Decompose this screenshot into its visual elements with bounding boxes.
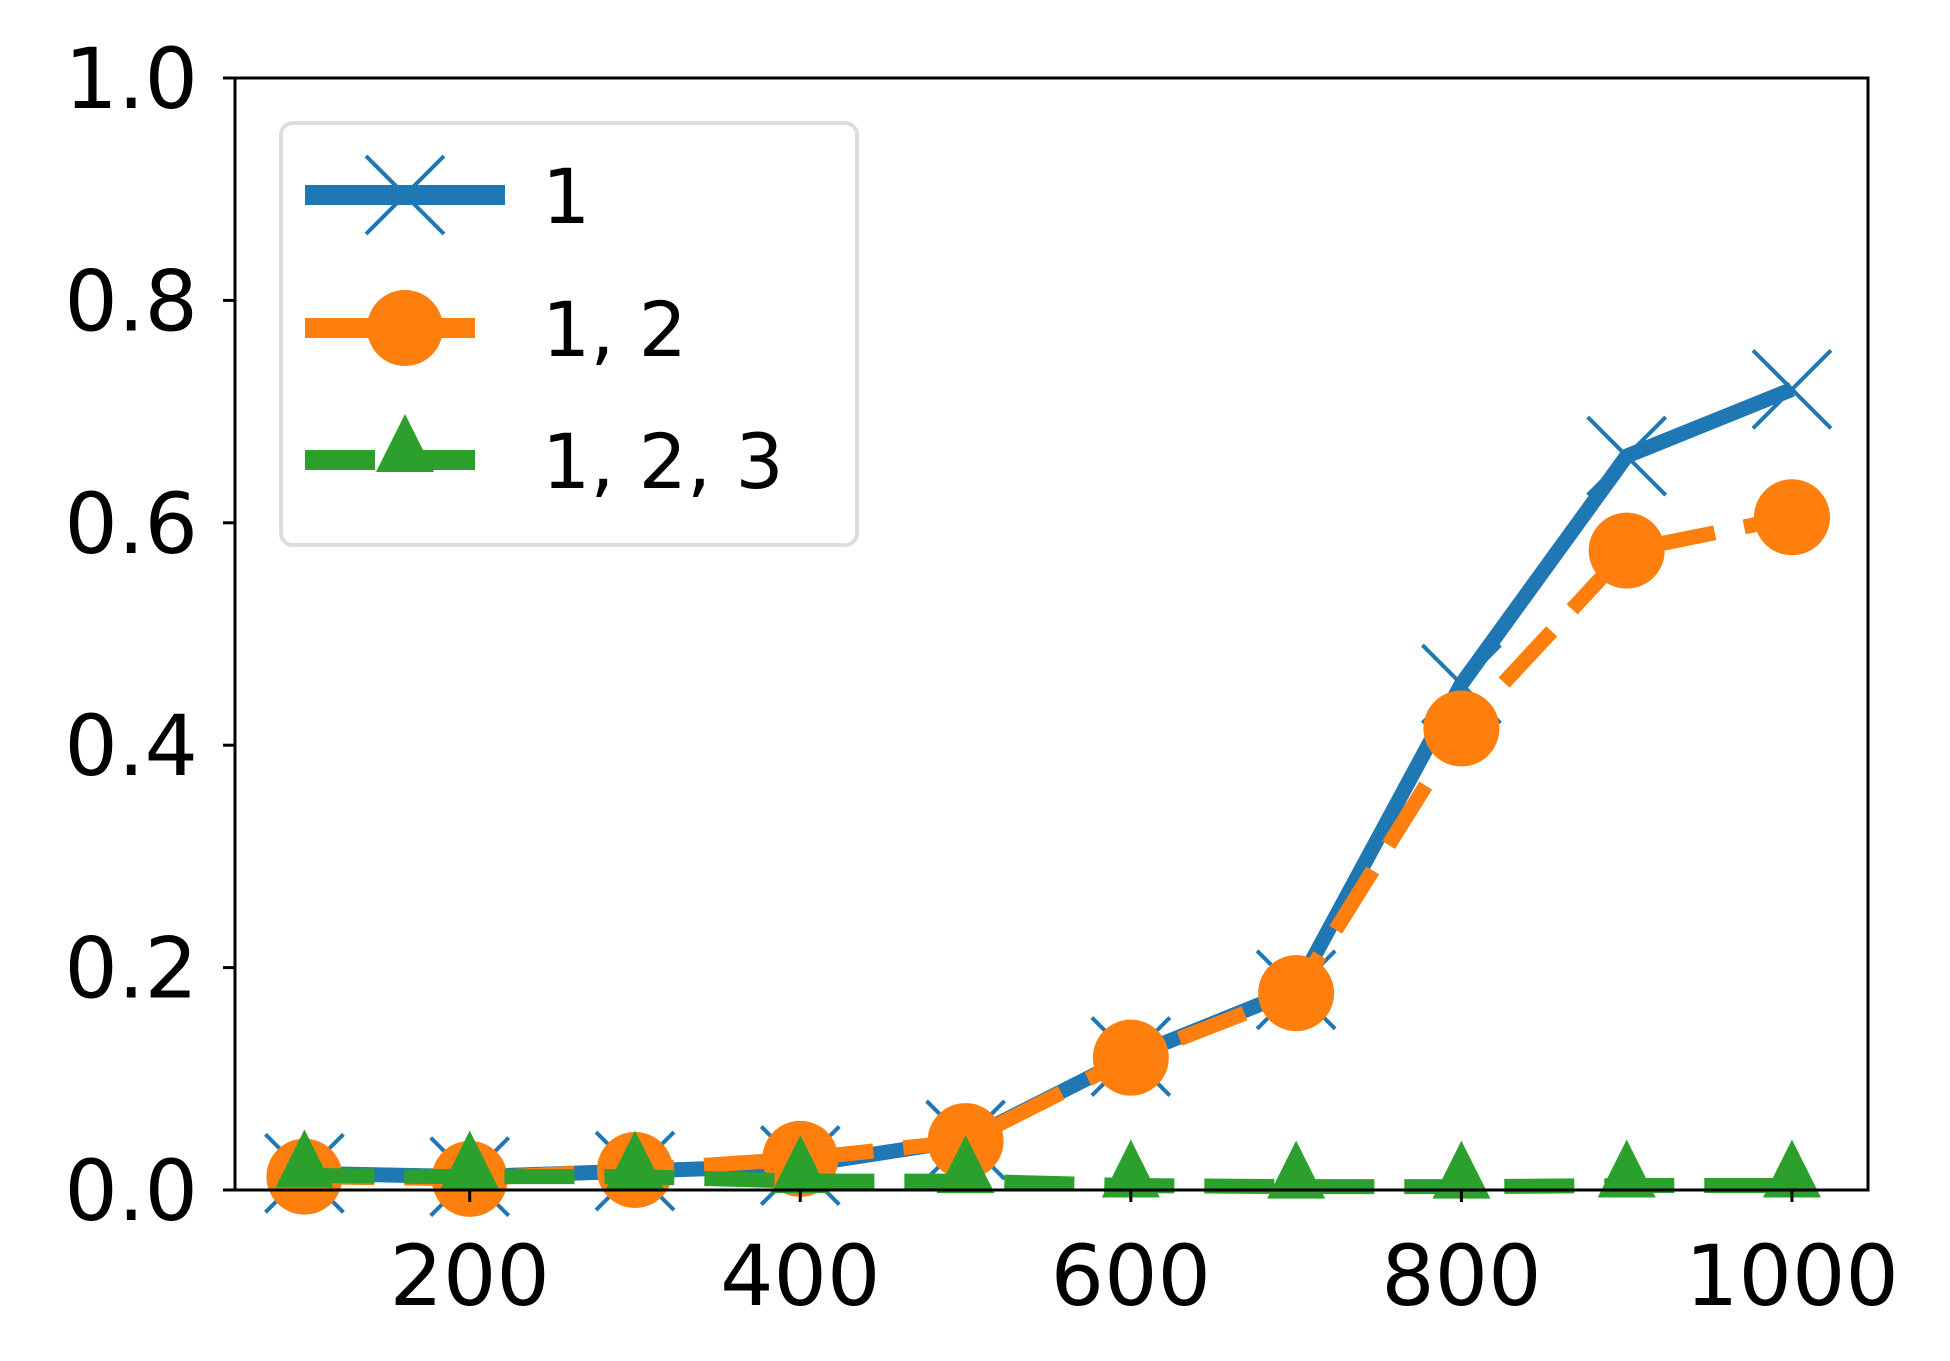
- series-2-point-0: [275, 1129, 334, 1188]
- x-tick-label-2: 600: [1051, 1227, 1211, 1325]
- y-tick-label-1: 0.2: [64, 920, 198, 1018]
- series-2-point-8: [1597, 1139, 1656, 1198]
- x-tick-label-4: 1000: [1685, 1227, 1899, 1325]
- legend-label-2: 1, 2, 3: [542, 417, 784, 506]
- legend-box: [279, 121, 859, 547]
- x-axis: 200 400 600 800 1000: [390, 1190, 1899, 1325]
- series-1-point-5: [1092, 1019, 1169, 1096]
- x-tick-label-0: 200: [390, 1227, 550, 1325]
- x-tick-label-1: 400: [720, 1227, 880, 1325]
- series-1-point-9: [1753, 479, 1830, 556]
- series-2-point-6: [1267, 1140, 1326, 1199]
- y-tick-label-4: 0.8: [64, 252, 198, 350]
- series-2-point-4: [936, 1135, 995, 1194]
- series-2: [275, 1129, 1821, 1199]
- series-1-point-6: [1258, 955, 1335, 1032]
- series-0-point-9: [1751, 348, 1833, 430]
- series-2-point-2: [605, 1130, 664, 1189]
- legend-label-0: 1: [542, 152, 590, 241]
- series-2-point-7: [1432, 1140, 1491, 1199]
- series-2-line: [304, 1168, 1792, 1195]
- legend-marker-0: [364, 154, 446, 236]
- series-2-point-1: [440, 1130, 499, 1189]
- y-tick-label-5: 1.0: [64, 30, 198, 128]
- series-1-point-8: [1588, 512, 1665, 589]
- y-tick-label-0: 0.0: [64, 1142, 198, 1240]
- legend-label-1: 1, 2: [542, 285, 687, 374]
- series-2-point-5: [1101, 1139, 1160, 1198]
- y-tick-label-3: 0.6: [64, 475, 198, 573]
- series-1-point-7: [1423, 690, 1500, 767]
- series-2-point-9: [1762, 1139, 1821, 1198]
- plot-frame: [233, 76, 1870, 1192]
- series-2-point-3: [771, 1135, 830, 1194]
- series-layer: [264, 348, 1833, 1218]
- x-tick-label-3: 800: [1381, 1227, 1541, 1325]
- y-tick-label-2: 0.4: [64, 697, 198, 795]
- legend-marker-1: [367, 290, 443, 366]
- series-0-point-8: [1586, 415, 1668, 497]
- legend-marker-2: [376, 414, 434, 472]
- y-axis: 0.0 0.2 0.4 0.6 0.8 1.0: [64, 30, 235, 1240]
- legend: 1 1, 2 1, 2, 3: [279, 121, 859, 547]
